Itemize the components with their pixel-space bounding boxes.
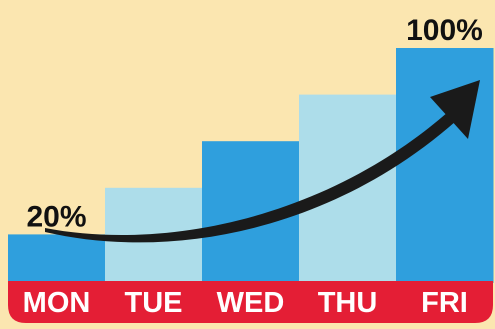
x-tick-label-mon: MON [23, 287, 91, 319]
x-tick-label-wed: WED [217, 287, 285, 319]
x-tick-label-thu: THU [318, 287, 378, 319]
x-axis-band [8, 281, 493, 323]
trend-arrow-head [430, 80, 480, 139]
value-label-fri: 100% [406, 14, 483, 47]
value-label-mon: 20% [26, 200, 86, 233]
x-tick-labels-group: MON TUE WED THU FRI [23, 287, 468, 319]
trend-arrow-shaft [45, 112, 456, 243]
x-tick-label-fri: FRI [421, 287, 468, 319]
x-tick-label-tue: TUE [125, 287, 183, 319]
bar-mon [8, 234, 106, 283]
value-labels-group: 20% 100% [26, 14, 482, 233]
